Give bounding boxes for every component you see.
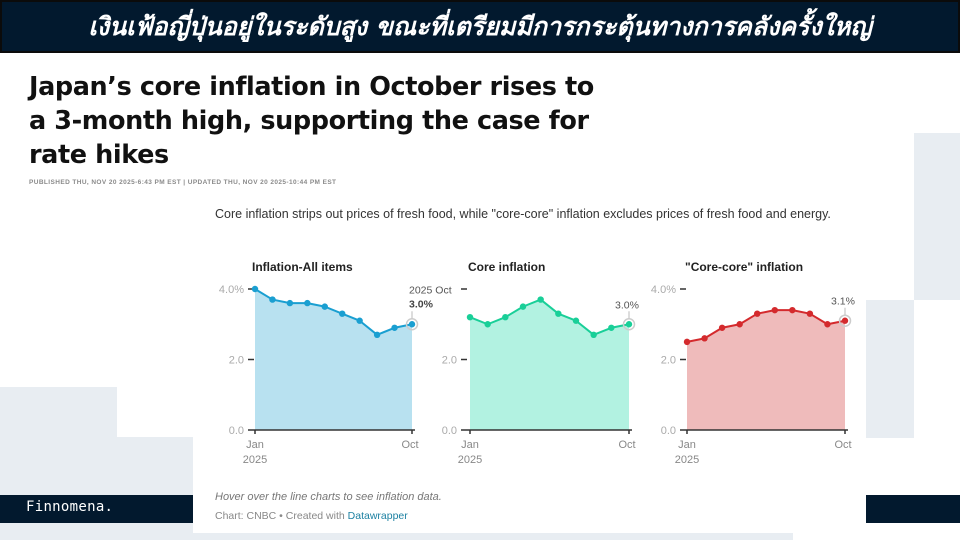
data-point — [373, 331, 381, 339]
data-point — [718, 324, 726, 331]
data-point — [824, 321, 831, 328]
hover-note: Hover over the line charts to see inflat… — [215, 491, 442, 503]
data-point — [841, 317, 849, 324]
data-point — [466, 314, 474, 321]
data-point — [484, 321, 491, 328]
x-tick-label: 2025 — [458, 454, 482, 466]
annotation-value: 3.1% — [831, 296, 855, 308]
decorative-block — [193, 533, 793, 540]
data-point — [806, 310, 814, 317]
x-tick-label: Jan — [461, 439, 479, 451]
y-tick-label: 0.0 — [229, 425, 244, 437]
data-point — [286, 299, 294, 307]
x-tick-label: Oct — [834, 439, 851, 451]
data-point — [251, 285, 259, 293]
chart-title-core-core: "Core-core" inflation — [685, 260, 804, 274]
y-tick-label: 2.0 — [442, 355, 457, 367]
data-point — [408, 321, 416, 328]
data-point — [356, 317, 363, 324]
brand-bar-right — [866, 495, 960, 523]
chart-title-core: Core inflation — [468, 260, 546, 274]
x-tick-label: Oct — [401, 439, 418, 451]
brand-logo: Finnomena. — [26, 499, 114, 515]
chart-title-all-items: Inflation-All items — [252, 260, 353, 274]
data-point — [555, 310, 562, 317]
data-point — [590, 331, 597, 339]
chart-credit: Chart: CNBC • Created with Datawrapper — [215, 510, 408, 522]
x-tick-label: Jan — [678, 439, 696, 451]
datawrapper-link[interactable]: Datawrapper — [347, 510, 408, 522]
data-point — [339, 310, 346, 317]
area-fill — [470, 299, 629, 430]
series-line — [686, 309, 846, 343]
series-line — [469, 298, 630, 336]
y-tick-label: 4.0% — [219, 284, 244, 296]
decorative-block — [866, 300, 914, 438]
area-fill — [687, 310, 845, 430]
chart-intro: Core inflation strips out prices of fres… — [215, 207, 831, 221]
y-tick-label: 0.0 — [442, 425, 457, 437]
banner-title: เงินเฟ้อญี่ปุ่นอยู่ในระดับสูง ขณะที่เตรี… — [88, 11, 872, 41]
title-banner: เงินเฟ้อญี่ปุ่นอยู่ในระดับสูง ขณะที่เตรี… — [0, 0, 960, 53]
y-tick-label: 4.0% — [651, 284, 676, 296]
y-tick-label: 2.0 — [229, 355, 244, 367]
article-byline: PUBLISHED THU, NOV 20 2025-6:43 PM EST |… — [29, 179, 337, 186]
x-tick-label: Jan — [246, 439, 264, 451]
data-point — [304, 299, 311, 307]
highlight-ring — [838, 314, 852, 327]
data-point — [789, 306, 796, 314]
data-point — [502, 314, 509, 321]
y-tick-label: 2.0 — [661, 355, 676, 367]
annotation-value: 3.0% — [409, 298, 434, 310]
chart-card: Core inflation strips out prices of fres… — [193, 195, 866, 533]
x-tick-label: Oct — [618, 439, 635, 451]
y-tick-label: 0.0 — [661, 425, 676, 437]
annotation-value: 3.0% — [615, 299, 639, 311]
data-point — [771, 306, 778, 314]
data-point — [537, 296, 544, 303]
x-tick-label: 2025 — [243, 454, 267, 466]
article-headline: Japan’s core inflation in October rises … — [29, 72, 594, 170]
highlight-ring — [622, 318, 636, 331]
data-point — [736, 321, 743, 328]
data-point — [391, 324, 398, 331]
data-point — [754, 310, 761, 317]
credit-prefix: Chart: CNBC • Created with — [215, 510, 348, 522]
data-point — [701, 335, 708, 342]
data-point — [608, 324, 615, 331]
x-tick-label: 2025 — [675, 454, 699, 466]
data-point — [625, 321, 633, 328]
highlight-ring — [405, 318, 419, 331]
series-line — [254, 288, 413, 336]
area-fill — [255, 289, 412, 430]
annotation-date: 2025 Oct — [409, 284, 452, 296]
data-point — [683, 338, 691, 346]
data-point — [519, 303, 527, 310]
data-point — [321, 303, 328, 310]
decorative-block — [914, 133, 960, 300]
brand-bar — [0, 495, 193, 523]
data-point — [572, 317, 580, 324]
decorative-block — [0, 437, 200, 540]
data-point — [269, 296, 276, 303]
